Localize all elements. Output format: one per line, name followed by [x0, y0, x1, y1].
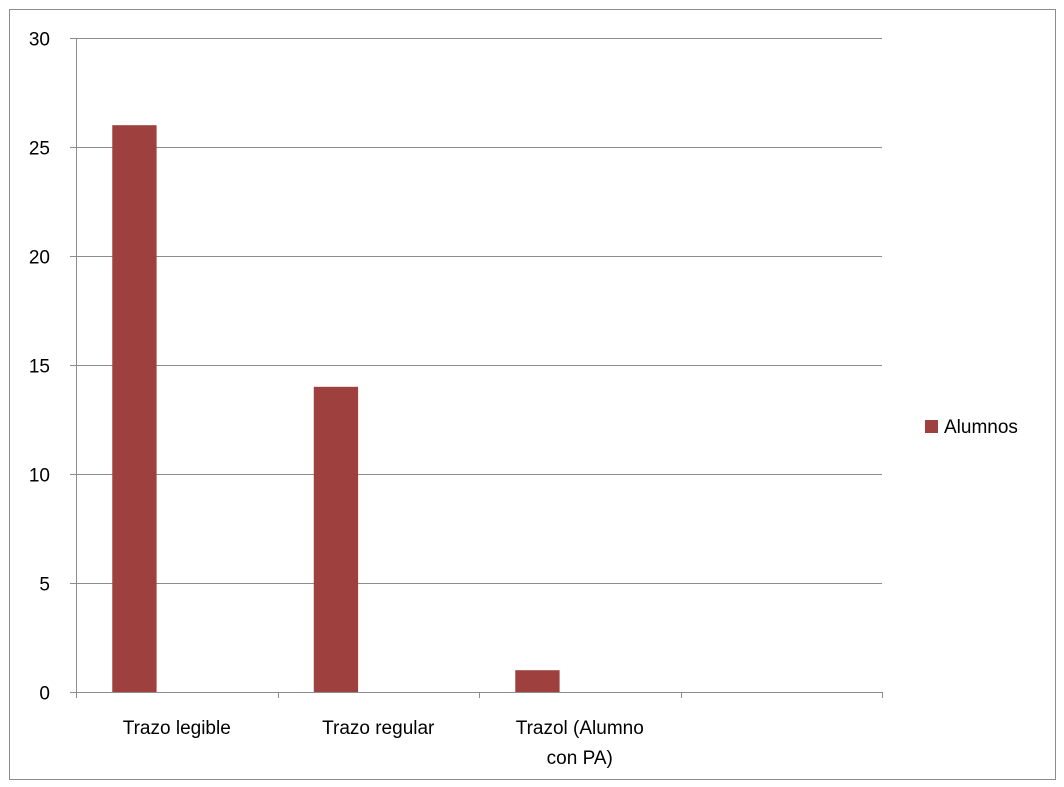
axes: [70, 38, 883, 698]
gridlines: [76, 38, 882, 584]
x-tick-labels: Trazo legible Trazo regular Trazol (Alumno…: [123, 718, 644, 769]
y-tick-label-15: 15: [29, 357, 50, 378]
legend-label-alumnos: Alumnos: [944, 417, 1018, 438]
bars: [112, 125, 560, 692]
y-tick-label-0: 0: [39, 684, 50, 705]
x-tick-label-3: Trazol (Alumno con PA): [516, 718, 644, 769]
bar-1: [112, 125, 157, 692]
legend: Alumnos: [925, 417, 1018, 438]
y-tick-label-20: 20: [29, 248, 50, 269]
y-tick-labels: 0 5 10 15 20 25 30: [29, 30, 50, 705]
y-tick-label-25: 25: [29, 139, 50, 160]
legend-swatch-alumnos: [925, 420, 938, 433]
x-tick-label-2: Trazo regular: [322, 718, 435, 739]
y-tick-label-5: 5: [39, 575, 50, 596]
y-tick-label-10: 10: [29, 466, 50, 487]
x-tick-label-1: Trazo legible: [123, 718, 231, 739]
chart-frame: [9, 9, 1056, 780]
bar-3: [515, 670, 560, 692]
bar-2: [313, 386, 359, 692]
y-tick-label-30: 30: [29, 30, 50, 51]
